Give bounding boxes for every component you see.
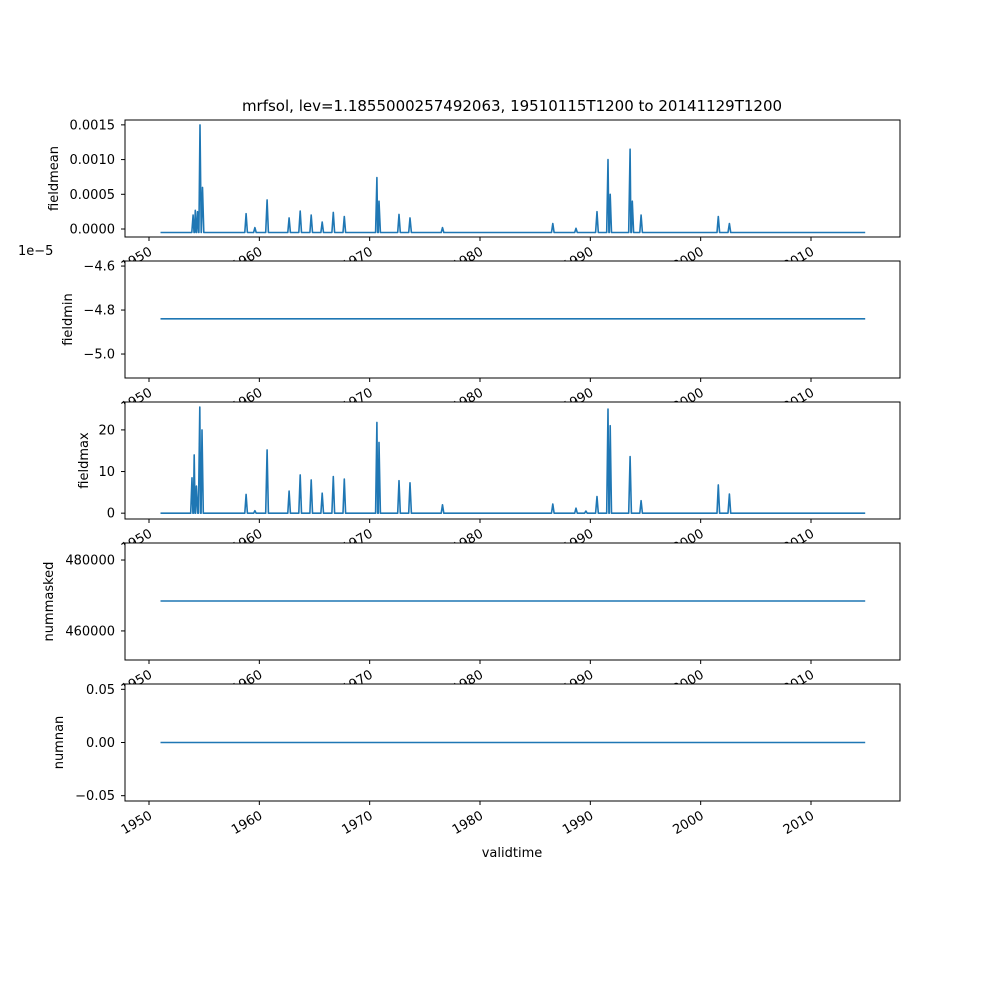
y-axis-label: fieldmin — [61, 293, 76, 346]
y-tick-label: 0.0010 — [70, 153, 116, 168]
axes-frame — [124, 119, 901, 238]
y-tick-label: 460000 — [65, 624, 115, 639]
y-tick-label: 0.0005 — [70, 188, 116, 203]
x-tick-label: 1990 — [560, 808, 596, 838]
x-tick-label: 1960 — [229, 808, 265, 838]
y-tick-label: −5.0 — [83, 348, 115, 363]
x-tick-label: 2010 — [781, 808, 817, 838]
y-tick-label: −0.05 — [75, 789, 115, 804]
axes-background — [125, 402, 900, 519]
subplot-numnan: −0.05 0.00 0.05 numnan 1950 1960 1970 1980 1990 2… — [52, 683, 901, 838]
y-tick-label: 480000 — [65, 554, 115, 569]
y-tick-label: 10 — [98, 465, 115, 480]
x-tick-label: 2000 — [671, 808, 707, 838]
series-line-fieldmean — [160, 124, 866, 234]
y-tick-label: 0 — [107, 507, 115, 522]
chart-title: mrfsol, lev=1.1855000257492063, 19510115… — [242, 97, 782, 115]
y-tick-label: 0.05 — [86, 683, 115, 698]
y-offset-text: 1e−5 — [18, 244, 53, 259]
axes-frame — [124, 542, 901, 661]
axes-background — [125, 120, 900, 237]
axes-frame — [124, 260, 901, 379]
y-tick-label: 0.00 — [86, 736, 115, 751]
axes-frame — [124, 401, 901, 520]
x-tick-label: 1970 — [340, 808, 376, 838]
y-tick-label: −4.6 — [83, 260, 115, 275]
y-axis-label: fieldmax — [77, 432, 92, 489]
y-axis-label: nummasked — [42, 562, 57, 642]
x-tick-label: 1980 — [450, 808, 486, 838]
y-tick-label: 0.0015 — [70, 118, 116, 133]
y-tick-label: 20 — [98, 423, 115, 438]
series-line-fieldmax — [160, 406, 866, 515]
x-axis-label: validtime — [482, 846, 543, 861]
y-tick-label: −4.8 — [83, 304, 115, 319]
y-tick-label: 0.0000 — [70, 223, 116, 238]
y-axis-label: fieldmean — [47, 146, 62, 211]
x-tick-label: 1950 — [119, 808, 155, 838]
y-axis-label: numnan — [52, 716, 67, 770]
